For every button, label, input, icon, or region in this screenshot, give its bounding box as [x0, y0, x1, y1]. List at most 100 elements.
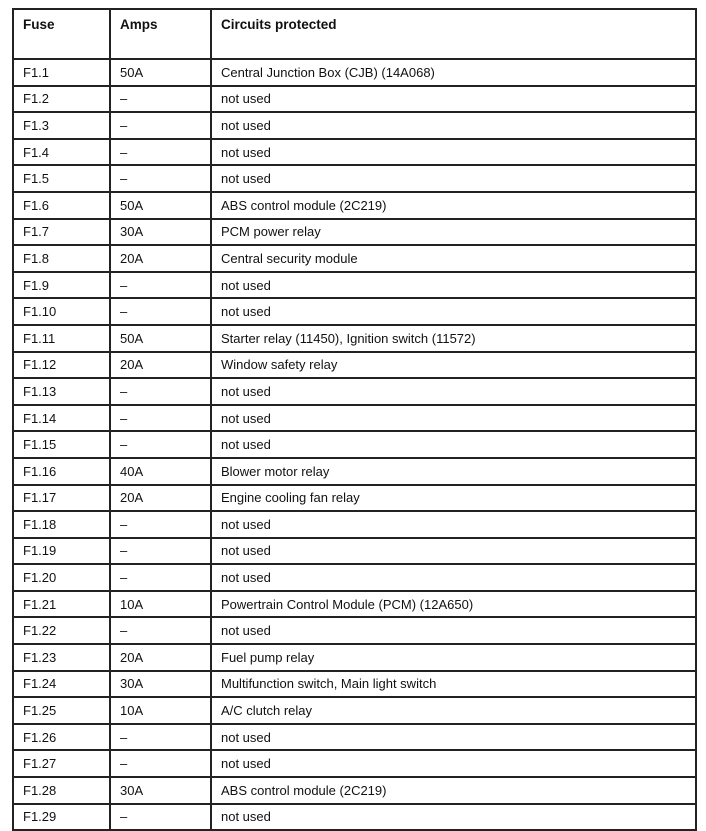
- header-row: Fuse Amps Circuits protected: [12, 8, 697, 60]
- table-row: F1.5– not used: [12, 164, 697, 193]
- circuit-cell: Engine cooling fan relay: [210, 483, 697, 513]
- circuit-cell: not used: [210, 403, 697, 433]
- circuit-cell: not used: [210, 377, 697, 406]
- amps-cell: 10A: [109, 589, 212, 619]
- fuse-cell: F1.24: [12, 669, 111, 699]
- header-fuse: Fuse: [12, 8, 111, 60]
- circuit-cell: not used: [210, 616, 697, 646]
- circuit-cell: not used: [210, 563, 697, 592]
- circuit-cell: not used: [210, 510, 697, 539]
- circuit-cell: Central Junction Box (CJB) (14A068): [210, 58, 697, 87]
- fuse-cell: F1.18: [12, 510, 111, 539]
- circuit-cell: not used: [210, 802, 697, 831]
- circuit-cell: not used: [210, 536, 697, 566]
- circuit-cell: not used: [210, 137, 697, 167]
- header-circuits: Circuits protected: [210, 8, 697, 60]
- table-row: F1.23 20A Fuel pump relay: [12, 643, 697, 672]
- table-row: F1.16 40A Blower motor relay: [12, 456, 697, 486]
- fuse-cell: F1.14: [12, 403, 111, 433]
- fuse-cell: F1.5: [12, 164, 111, 193]
- fuse-cell: F1.21: [12, 589, 111, 619]
- fuse-cell: F1.19: [12, 536, 111, 566]
- fuse-cell: F1.11: [12, 323, 111, 353]
- fuse-cell: F1.23: [12, 643, 111, 672]
- fuse-cell: F1.28: [12, 776, 111, 805]
- circuit-cell: not used: [210, 164, 697, 193]
- table-row: F1.4– not used: [12, 137, 697, 167]
- table-row: F1.20– not used: [12, 563, 697, 592]
- amps-cell: 50A: [109, 58, 212, 87]
- table-row: F1.11 50A Starter relay (11450), Ignition …: [12, 323, 697, 353]
- fuse-cell: F1.27: [12, 749, 111, 779]
- circuit-cell: Powertrain Control Module (PCM) (12A650): [210, 589, 697, 619]
- fuse-cell: F1.25: [12, 696, 111, 725]
- table-row: F1.21 10A Powertrain Control Module (PCM) …: [12, 589, 697, 619]
- table-row: F1.28 30A ABS control module (2C219): [12, 776, 697, 805]
- fuse-cell: F1.12: [12, 350, 111, 380]
- fuse-table: Fuse Amps Circuits protected F1.1 50A Cent…: [12, 8, 697, 831]
- amps-cell: 30A: [109, 776, 212, 805]
- circuit-cell: Window safety relay: [210, 350, 697, 380]
- fuse-cell: F1.15: [12, 430, 111, 459]
- circuit-cell: ABS control module (2C219): [210, 776, 697, 805]
- amps-cell: –: [109, 297, 212, 326]
- fuse-cell: F1.26: [12, 722, 111, 752]
- fuse-cell: F1.22: [12, 616, 111, 646]
- table-row: F1.10– not used: [12, 297, 697, 326]
- amps-cell: –: [109, 802, 212, 831]
- fuse-cell: F1.17: [12, 483, 111, 513]
- table-row: F1.14– not used: [12, 403, 697, 433]
- amps-cell: –: [109, 377, 212, 406]
- circuit-cell: PCM power relay: [210, 217, 697, 247]
- table-row: F1.1 50A Central Junction Box (CJB) (14A06…: [12, 58, 697, 87]
- table-row: F1.3– not used: [12, 111, 697, 140]
- amps-cell: 30A: [109, 217, 212, 247]
- table-row: F1.17 20A Engine cooling fan relay: [12, 483, 697, 513]
- amps-cell: –: [109, 430, 212, 459]
- amps-cell: –: [109, 137, 212, 167]
- amps-cell: 20A: [109, 244, 212, 273]
- table-row: F1.19– not used: [12, 536, 697, 566]
- circuit-cell: Central security module: [210, 244, 697, 273]
- table-row: F1.9– not used: [12, 270, 697, 300]
- amps-cell: 40A: [109, 456, 212, 486]
- fuse-cell: F1.10: [12, 297, 111, 326]
- fuse-cell: F1.29: [12, 802, 111, 831]
- fuse-cell: F1.4: [12, 137, 111, 167]
- table-row: F1.12 20A Window safety relay: [12, 350, 697, 380]
- fuse-cell: F1.20: [12, 563, 111, 592]
- table-row: F1.24 30A Multifunction switch, Main light…: [12, 669, 697, 699]
- table-row: F1.8 20A Central security module: [12, 244, 697, 273]
- circuit-cell: ABS control module (2C219): [210, 190, 697, 220]
- table-row: F1.15– not used: [12, 430, 697, 459]
- amps-cell: –: [109, 722, 212, 752]
- fuse-cell: F1.13: [12, 377, 111, 406]
- amps-cell: –: [109, 536, 212, 566]
- circuit-cell: not used: [210, 297, 697, 326]
- fuse-cell: F1.1: [12, 58, 111, 87]
- amps-cell: 30A: [109, 669, 212, 699]
- amps-cell: –: [109, 563, 212, 592]
- circuit-cell: Blower motor relay: [210, 456, 697, 486]
- circuit-cell: not used: [210, 749, 697, 779]
- amps-cell: 50A: [109, 323, 212, 353]
- table-row: F1.2– not used: [12, 84, 697, 114]
- circuit-cell: A/C clutch relay: [210, 696, 697, 725]
- amps-cell: –: [109, 84, 212, 114]
- fuse-cell: F1.9: [12, 270, 111, 300]
- table-row: F1.26– not used: [12, 722, 697, 752]
- header-amps: Amps: [109, 8, 212, 60]
- amps-cell: 10A: [109, 696, 212, 725]
- table-row: F1.25 10A A/C clutch relay: [12, 696, 697, 725]
- table-row: F1.13– not used: [12, 377, 697, 406]
- amps-cell: –: [109, 616, 212, 646]
- amps-cell: 20A: [109, 483, 212, 513]
- table-row: F1.18– not used: [12, 510, 697, 539]
- table-row: F1.29– not used: [12, 802, 697, 831]
- circuit-cell: not used: [210, 722, 697, 752]
- amps-cell: 50A: [109, 190, 212, 220]
- amps-cell: –: [109, 164, 212, 193]
- fuse-cell: F1.3: [12, 111, 111, 140]
- table-row: F1.27– not used: [12, 749, 697, 779]
- amps-cell: –: [109, 510, 212, 539]
